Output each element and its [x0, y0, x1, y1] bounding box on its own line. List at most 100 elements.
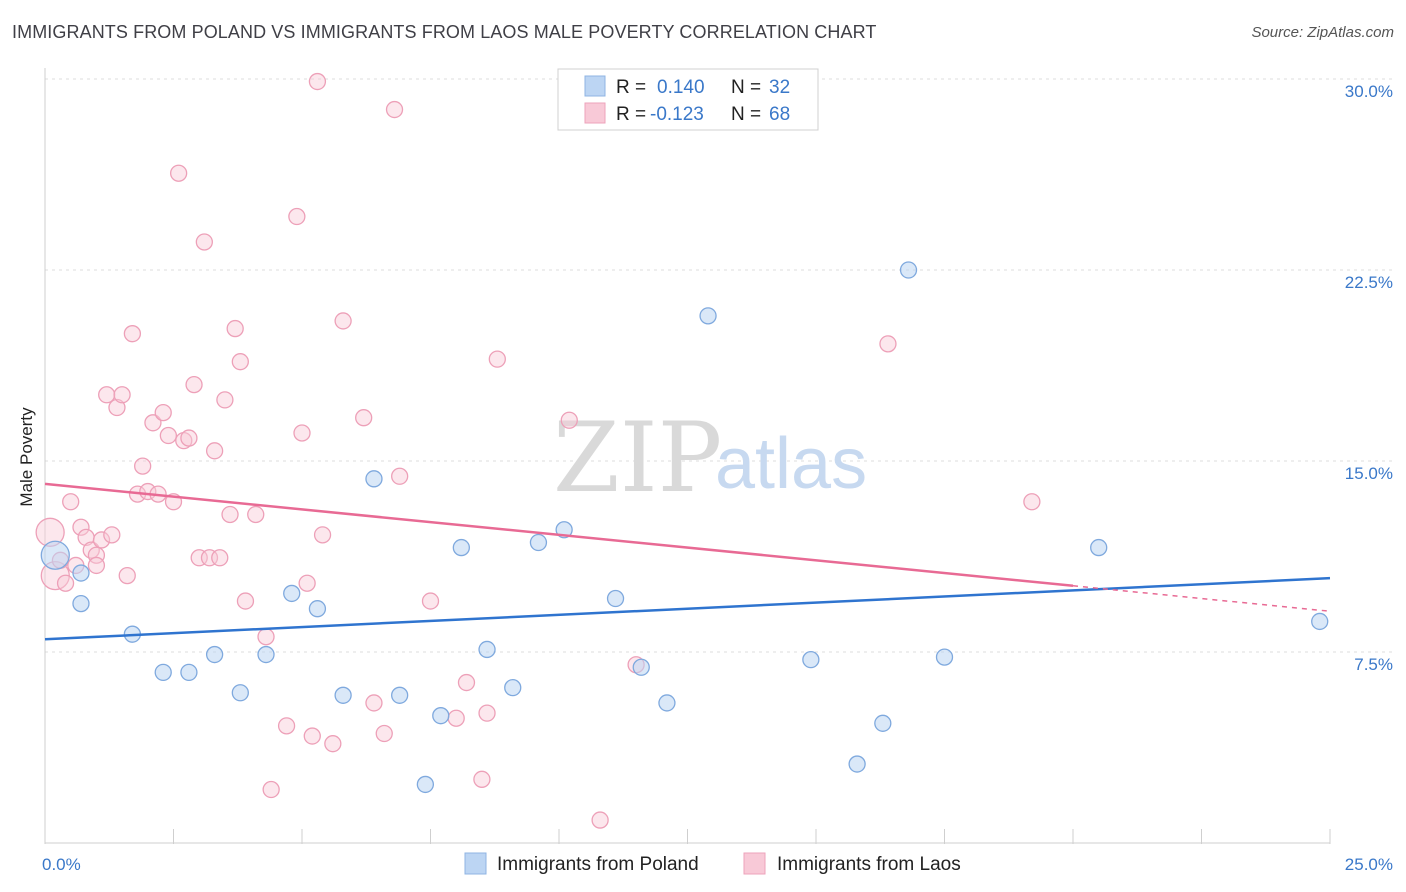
laos-point: [313, 526, 332, 544]
laos-point: [324, 735, 342, 753]
poland-point: [504, 679, 522, 697]
laos-point: [108, 398, 126, 417]
laos-point: [473, 770, 491, 788]
laos-point: [195, 233, 213, 251]
legend-n-label: N =: [731, 104, 761, 125]
laos-point: [365, 694, 383, 712]
poland-point: [205, 645, 224, 664]
laos-point: [375, 724, 393, 743]
y-tick-label: 30.0%: [1345, 82, 1393, 101]
legend-n-label: N =: [731, 77, 761, 98]
poland-point: [40, 540, 70, 570]
watermark-atlas: atlas: [715, 424, 867, 504]
laos-point: [82, 541, 100, 559]
laos-point: [1023, 493, 1041, 511]
poland-point: [334, 686, 352, 704]
poland-point: [802, 650, 820, 669]
legend-swatch-poland: [584, 75, 606, 97]
laos-point: [56, 574, 75, 592]
laos-point: [591, 811, 609, 829]
laos-point: [103, 526, 121, 544]
trend-lines: [44, 482, 1331, 641]
laos-trend-line: [44, 482, 1074, 588]
laos-point: [334, 312, 352, 330]
poland-point: [935, 648, 954, 666]
laos-point: [247, 505, 265, 524]
poland-point: [529, 533, 548, 552]
poland-point: [180, 663, 198, 682]
laos-point: [185, 375, 203, 394]
laos-point: [134, 457, 152, 475]
poland-point: [452, 538, 470, 557]
laos-point: [488, 350, 506, 368]
legend-r-label: R =: [616, 77, 646, 98]
poland-point: [874, 714, 892, 732]
laos-point: [257, 628, 275, 646]
poland-point: [416, 775, 435, 794]
poland-point: [1311, 612, 1329, 631]
laos-point: [221, 505, 239, 524]
watermark: ZIP atlas: [553, 402, 867, 514]
laos-point: [385, 100, 404, 119]
laos-point: [169, 164, 188, 182]
laos-point: [560, 411, 578, 429]
poland-point: [632, 658, 650, 676]
poland-point: [899, 261, 918, 279]
poland-point: [283, 584, 301, 603]
laos-point: [92, 531, 111, 549]
laos-point: [478, 704, 496, 722]
legend-swatch-laos: [584, 102, 606, 124]
poland-point: [1090, 538, 1108, 557]
laos-point: [288, 207, 306, 226]
laos-point: [226, 319, 244, 338]
laos-point: [457, 673, 476, 692]
laos-point: [236, 592, 255, 610]
bottom-legend-swatch-poland: [464, 852, 487, 875]
laos-point: [355, 409, 373, 427]
laos-point: [72, 518, 90, 536]
laos-point: [159, 426, 178, 445]
poland-point: [699, 307, 717, 325]
laos-point: [216, 391, 234, 409]
legend-n-value: 32: [769, 77, 790, 98]
laos-point: [144, 414, 162, 432]
poland-point: [308, 600, 327, 618]
laos-point: [262, 780, 280, 799]
laos-point: [180, 429, 198, 447]
x-tick-label: 25.0%: [1345, 855, 1393, 874]
legend-box: R = 0.140 N = 32 R = -0.123 N = 68: [557, 68, 819, 131]
poland-point: [391, 686, 409, 704]
chart-title: IMMIGRANTS FROM POLAND VS IMMIGRANTS FRO…: [12, 22, 877, 42]
laos-point: [123, 325, 142, 343]
laos-point: [154, 403, 172, 422]
legend-r-value: 0.140: [657, 77, 705, 98]
poland-point: [365, 470, 383, 488]
y-tick-label: 7.5%: [1354, 655, 1393, 674]
poland-point: [606, 589, 625, 608]
watermark-zip: ZIP: [553, 402, 722, 514]
poland-point: [72, 564, 90, 582]
poland-point: [432, 707, 450, 725]
laos-point: [879, 335, 897, 353]
laos-point: [391, 467, 409, 485]
laos-point: [211, 549, 229, 567]
laos-point: [308, 72, 327, 91]
poland-point: [231, 684, 249, 702]
laos-point: [447, 709, 465, 727]
poland-point: [478, 640, 496, 659]
y-axis-title: Male Poverty: [17, 407, 36, 507]
y-tick-label: 15.0%: [1345, 464, 1393, 483]
laos-trend-line-extension: [1072, 585, 1331, 612]
poland-point: [72, 594, 90, 613]
poland-point: [848, 755, 866, 773]
laos-point: [293, 424, 311, 442]
legend-r-value: -0.123: [650, 104, 704, 125]
bottom-legend: Immigrants from Poland Immigrants from L…: [464, 852, 961, 875]
legend-n-value: 68: [769, 104, 790, 125]
laos-point: [118, 566, 136, 585]
poland-point: [257, 645, 275, 664]
data-points: [35, 72, 1329, 829]
laos-point: [231, 353, 249, 371]
laos-point: [298, 574, 316, 592]
